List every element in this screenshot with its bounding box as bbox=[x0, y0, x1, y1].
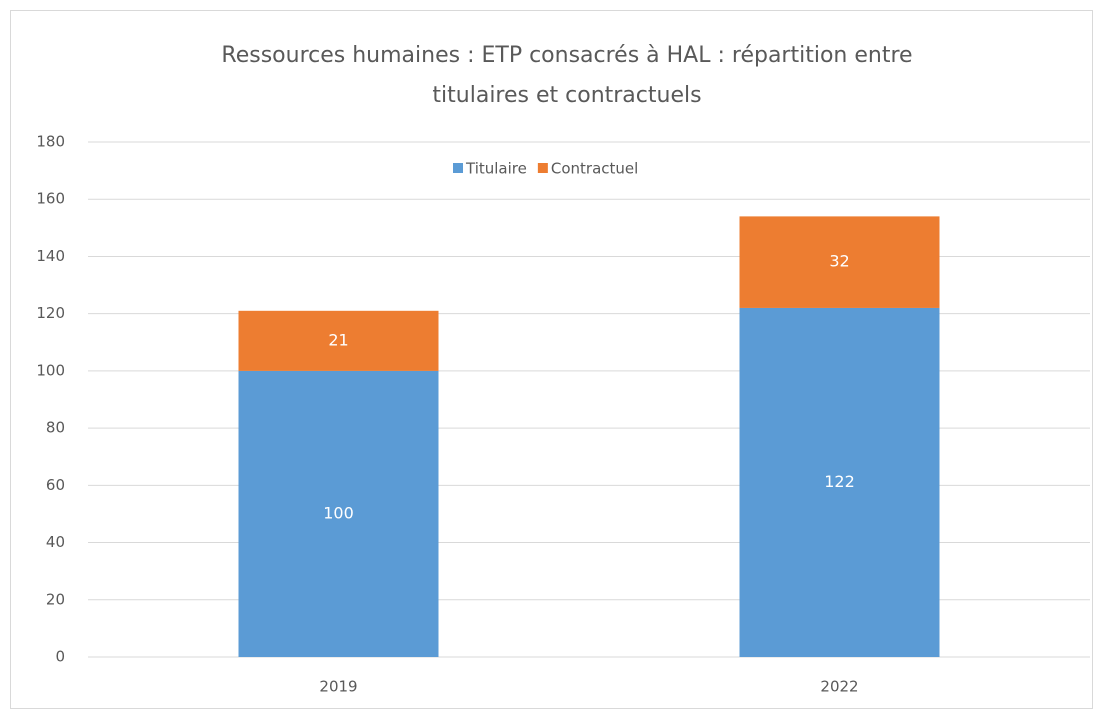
y-tick-label: 60 bbox=[46, 476, 65, 494]
x-tick-label: 2019 bbox=[319, 678, 357, 696]
y-tick-label: 40 bbox=[46, 533, 65, 551]
bar-segment bbox=[739, 216, 940, 308]
bar-segment bbox=[739, 307, 940, 657]
y-tick-label: 100 bbox=[36, 361, 65, 379]
legend-label: Titulaire bbox=[465, 160, 527, 178]
chart-title: titulaires et contractuels bbox=[432, 83, 701, 108]
y-tick-label: 120 bbox=[36, 304, 65, 322]
y-tick-label: 180 bbox=[36, 133, 65, 151]
legend-swatch bbox=[453, 163, 463, 173]
y-tick-label: 80 bbox=[46, 419, 65, 437]
y-tick-label: 160 bbox=[36, 190, 65, 208]
data-label: 32 bbox=[829, 252, 849, 271]
x-tick-label: 2022 bbox=[820, 678, 858, 696]
legend-label: Contractuel bbox=[551, 160, 638, 178]
legend-swatch bbox=[537, 163, 548, 173]
bar-segment bbox=[238, 310, 439, 371]
data-label: 100 bbox=[323, 503, 354, 522]
data-label: 21 bbox=[328, 330, 348, 349]
bar-segment bbox=[238, 370, 439, 657]
data-label: 122 bbox=[824, 472, 855, 491]
y-tick-label: 20 bbox=[46, 590, 65, 608]
y-tick-label: 140 bbox=[36, 247, 65, 265]
y-tick-label: 0 bbox=[55, 648, 65, 666]
chart-title: Ressources humaines : ETP consacrés à HA… bbox=[221, 43, 912, 68]
